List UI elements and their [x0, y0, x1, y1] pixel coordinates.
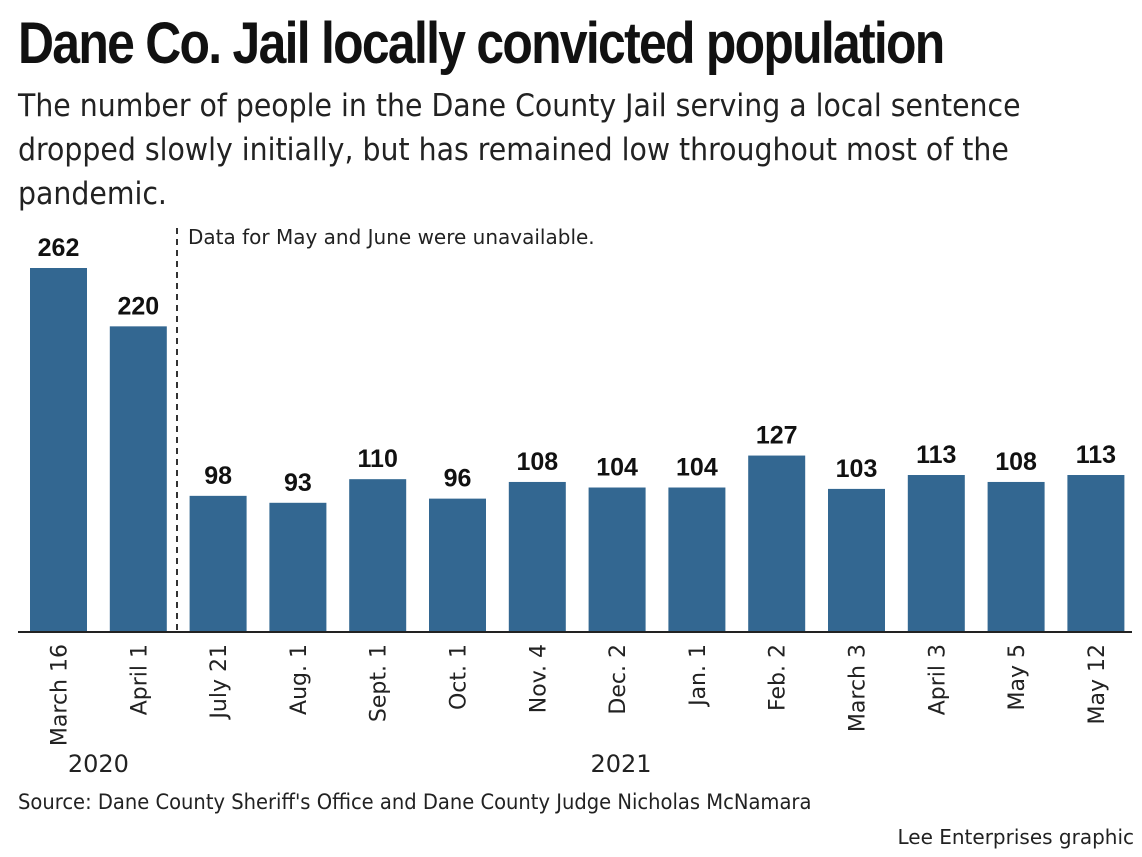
category-label: Sept. 1	[367, 644, 392, 722]
bar	[429, 498, 486, 632]
bar-value-label: 96	[444, 465, 472, 493]
category-label: Aug. 1	[287, 644, 312, 715]
bar-value-label: 108	[516, 448, 558, 476]
category-label: March 16	[48, 644, 73, 746]
credit-line: Lee Enterprises graphic	[897, 825, 1134, 849]
bar	[349, 479, 407, 632]
bar-value-label: 98	[204, 462, 232, 490]
bar	[668, 487, 726, 632]
source-note: Source: Dane County Sheriff's Office and…	[18, 790, 812, 814]
year-label: 2020	[68, 750, 129, 778]
bar-value-label: 110	[358, 445, 398, 473]
bar	[987, 481, 1045, 632]
bar	[828, 488, 885, 632]
bar	[1067, 475, 1125, 632]
category-label: April 3	[925, 644, 950, 715]
bar	[748, 455, 806, 632]
bar-value-label: 262	[38, 234, 80, 262]
category-label: Dec. 2	[606, 644, 631, 715]
bar	[269, 502, 327, 632]
category-label: April 1	[127, 644, 152, 715]
bar-value-label: 113	[916, 441, 956, 469]
bar-value-label: 104	[676, 454, 718, 482]
bar	[30, 268, 87, 632]
bar-value-label: 220	[117, 292, 159, 320]
bar-value-label: 108	[995, 448, 1037, 476]
category-label: March 3	[846, 644, 871, 732]
category-label: May 5	[1005, 644, 1030, 710]
bar	[109, 326, 167, 632]
bar	[189, 495, 247, 632]
year-label: 2021	[590, 750, 651, 778]
bar-value-label: 127	[756, 422, 798, 450]
category-label: Feb. 2	[766, 644, 791, 711]
category-label: Nov. 4	[526, 644, 551, 713]
bar-value-label: 104	[596, 454, 638, 482]
bar-value-label: 93	[284, 469, 312, 497]
chart-subtitle: The number of people in the Dane County …	[18, 88, 1021, 212]
category-label: Jan. 1	[686, 644, 711, 708]
bar-value-label: 103	[836, 455, 878, 483]
category-label: July 21	[207, 644, 232, 721]
category-label: Oct. 1	[447, 644, 472, 710]
category-label: May 12	[1085, 644, 1110, 724]
bar	[588, 487, 646, 632]
bar	[907, 475, 965, 632]
bar	[508, 481, 566, 632]
bar-value-label: 113	[1076, 441, 1116, 469]
data-gap-annotation: Data for May and June were unavailable.	[188, 225, 595, 249]
chart-title: Dane Co. Jail locally convicted populati…	[18, 11, 945, 76]
